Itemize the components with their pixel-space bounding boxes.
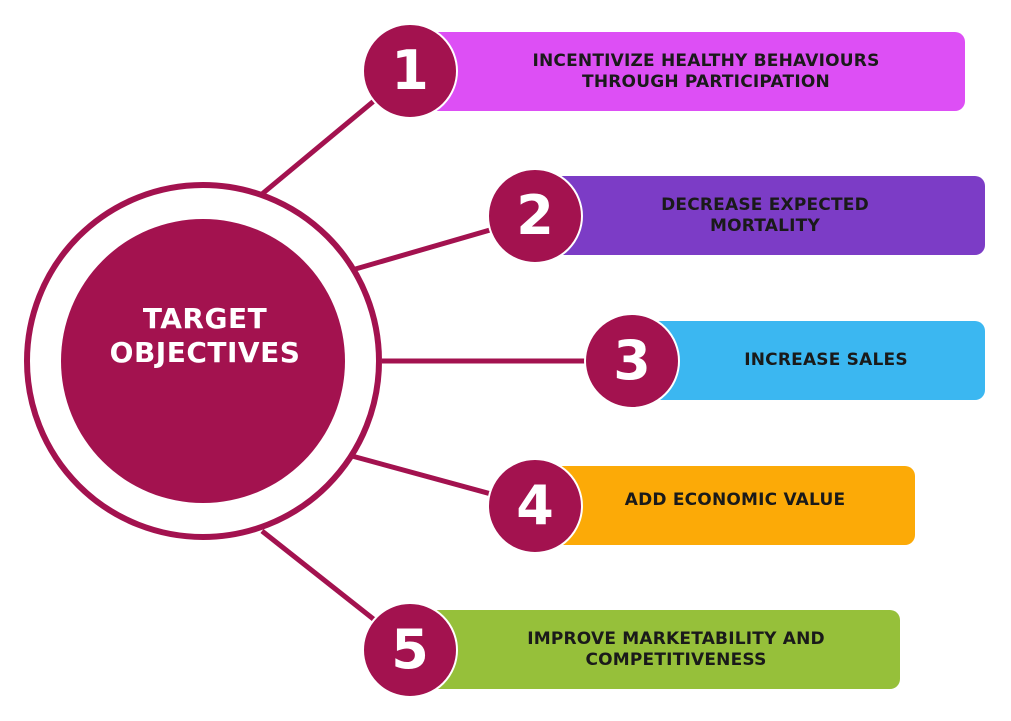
objective-bar-1 <box>408 32 965 111</box>
objective-1-line1: INCENTIVIZE HEALTHY BEHAVIOURS <box>532 50 880 71</box>
number-badge-2: 2 <box>487 168 583 264</box>
number-2: 2 <box>516 184 554 247</box>
number-1: 1 <box>391 39 429 102</box>
center-title-line2: OBJECTIVES <box>109 336 301 369</box>
number-badge-1: 1 <box>362 23 458 119</box>
number-4: 4 <box>516 474 554 537</box>
objective-1-line2: THROUGH PARTICIPATION <box>582 71 830 92</box>
objective-bar-2 <box>535 176 985 255</box>
objective-2-line2: MORTALITY <box>709 215 820 236</box>
objective-bar-5 <box>408 610 900 689</box>
objective-label-2: DECREASE EXPECTED MORTALITY <box>585 176 945 255</box>
objective-label-5: IMPROVE MARKETABILITY AND COMPETITIVENESS <box>470 610 882 689</box>
number-badge-4: 4 <box>487 458 583 554</box>
number-badge-3: 3 <box>584 313 680 409</box>
objective-label-3: INCREASE SALES <box>680 321 972 400</box>
number-badge-5: 5 <box>362 602 458 698</box>
objective-5-line2: COMPETITIVENESS <box>585 649 767 670</box>
objective-bar-4 <box>535 466 915 545</box>
objective-label-4: ADD ECONOMIC VALUE <box>585 461 885 540</box>
center-title-line1: TARGET <box>142 302 268 335</box>
objective-4-line1: ADD ECONOMIC VALUE <box>624 490 846 510</box>
objective-3-line1: INCREASE SALES <box>744 350 908 370</box>
number-3: 3 <box>613 329 651 392</box>
objective-5-line1: IMPROVE MARKETABILITY AND <box>527 628 825 649</box>
objective-bar-3 <box>630 321 985 400</box>
number-5: 5 <box>391 618 429 681</box>
center-circle <box>61 219 345 503</box>
center-title: TARGET OBJECTIVES <box>64 302 346 370</box>
objective-label-1: INCENTIVIZE HEALTHY BEHAVIOURS THROUGH PA… <box>460 32 952 111</box>
objective-2-line1: DECREASE EXPECTED <box>661 194 869 215</box>
